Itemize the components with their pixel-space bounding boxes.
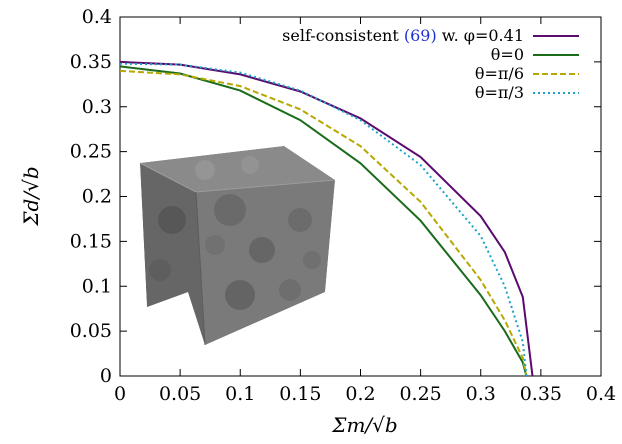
x-tick-label: 0.3: [466, 383, 496, 405]
x-tick-label: 0.4: [586, 383, 616, 405]
x-tick-label: 0.35: [520, 383, 562, 405]
y-tick-label: 0.15: [70, 230, 112, 252]
legend-label-1: θ=0: [491, 45, 524, 64]
y-tick-label: 0.1: [82, 275, 112, 297]
series-line-3: [120, 62, 528, 376]
y-tick-label: 0.05: [70, 320, 112, 342]
x-tick-label: 0.05: [159, 383, 201, 405]
y-tick-label: 0.2: [82, 186, 112, 208]
x-tick-label: 0.2: [345, 383, 375, 405]
y-tick-label: 0.25: [70, 141, 112, 163]
series-line-2: [120, 69, 528, 376]
series-line-1: [120, 65, 528, 376]
x-tick-label: 0.15: [279, 383, 321, 405]
x-tick-label: 0.1: [225, 383, 255, 405]
inset-porous-cube: [139, 146, 336, 346]
x-axis-label: Σm/√b: [331, 413, 397, 437]
y-tick-label: 0.35: [70, 51, 112, 73]
y-tick-label: 0.4: [82, 6, 112, 28]
x-tick-label: 0.25: [399, 383, 441, 405]
y-tick-label: 0.3: [82, 96, 112, 118]
legend-label-3: θ=π/3: [475, 83, 524, 102]
y-tick-label: 0: [100, 365, 112, 387]
y-axis-label: Σd/√b: [19, 166, 43, 226]
legend: self-consistent (69) w. φ=0.41θ=0θ=π/6θ=…: [282, 26, 579, 102]
legend-label-2: θ=π/6: [475, 64, 524, 83]
legend-label-0: self-consistent (69) w. φ=0.41: [282, 26, 524, 45]
axis-ticks: 0 0.05 0.1 0.15 0.2 0.25 0.3 0.35 0.4 0 0.05 0.1 0.1…: [70, 6, 616, 405]
x-tick-label: 0: [114, 383, 126, 405]
